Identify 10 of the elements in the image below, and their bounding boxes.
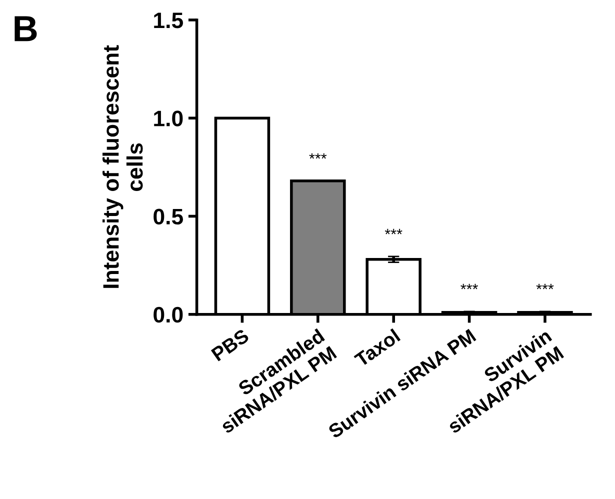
data-label: *** <box>536 284 554 290</box>
y-axis-title: Intensity of fluorescent cells <box>102 45 143 288</box>
data-label: *** <box>309 153 327 159</box>
text: B <box>14 16 37 42</box>
data-label: *** <box>384 228 402 234</box>
y-tick-label: 1.5 <box>154 12 183 28</box>
y-tick-label: 0.5 <box>154 208 183 225</box>
y-tick-label: 0.0 <box>154 306 183 323</box>
y-tick-label: 1.0 <box>154 110 183 126</box>
data-label: *** <box>460 284 478 290</box>
